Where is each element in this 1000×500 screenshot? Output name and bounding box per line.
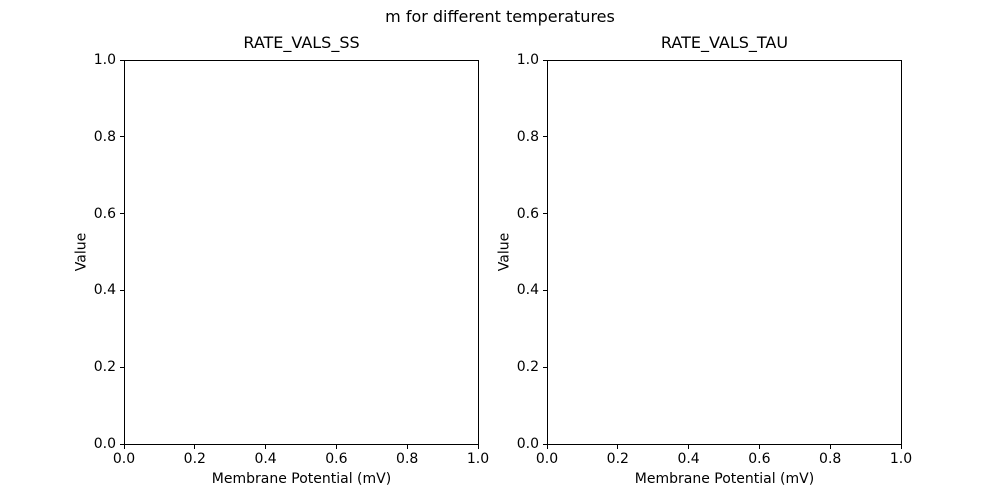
x-axis-label: Membrane Potential (mV) xyxy=(634,471,815,487)
x-tick-mark xyxy=(758,445,760,449)
plot-area xyxy=(124,60,479,445)
y-tick-label: 0.2 xyxy=(93,359,116,376)
y-tick-label: 1.0 xyxy=(516,52,539,68)
subplot-title: RATE_VALS_SS xyxy=(243,33,360,52)
y-tick-mark xyxy=(120,59,124,61)
x-tick-label: 0.8 xyxy=(396,451,419,467)
figure-suptitle: m for different temperatures xyxy=(385,7,615,26)
x-axis-label: Membrane Potential (mV) xyxy=(211,471,392,487)
y-tick-mark xyxy=(543,213,547,215)
x-tick-label: 0.6 xyxy=(748,451,771,467)
x-tick-mark xyxy=(546,445,548,449)
subplot-title: RATE_VALS_TAU xyxy=(660,33,789,52)
y-tick-mark xyxy=(543,136,547,138)
x-tick-mark xyxy=(194,445,196,449)
x-tick-mark xyxy=(265,445,267,449)
x-tick-mark xyxy=(123,445,125,449)
y-tick-label: 0.6 xyxy=(93,205,116,222)
y-tick-label: 0.2 xyxy=(516,359,539,376)
y-tick-mark xyxy=(120,289,124,291)
y-tick-mark xyxy=(543,443,547,445)
y-tick-mark xyxy=(120,366,124,368)
y-tick-label: 0.6 xyxy=(516,205,539,222)
y-tick-label: 0.8 xyxy=(516,128,539,145)
x-tick-mark xyxy=(900,445,902,449)
x-tick-mark xyxy=(477,445,479,449)
x-tick-label: 1.0 xyxy=(466,451,490,467)
y-tick-mark xyxy=(543,366,547,368)
y-tick-mark xyxy=(120,213,124,215)
x-tick-label: 0.0 xyxy=(535,451,559,467)
x-tick-label: 0.2 xyxy=(183,451,206,467)
y-tick-label: 0.4 xyxy=(93,282,116,299)
y-axis-label: Value xyxy=(73,232,90,272)
x-tick-mark xyxy=(335,445,337,449)
x-tick-mark xyxy=(617,445,619,449)
y-tick-mark xyxy=(120,136,124,138)
y-tick-label: 0.4 xyxy=(516,282,539,299)
x-tick-label: 0.6 xyxy=(325,451,348,467)
y-tick-label: 0.0 xyxy=(516,436,539,452)
x-tick-mark xyxy=(829,445,831,449)
x-tick-label: 0.4 xyxy=(254,451,277,467)
y-axis-label: Value xyxy=(496,232,513,272)
x-tick-label: 0.2 xyxy=(606,451,629,467)
x-tick-mark xyxy=(688,445,690,449)
y-tick-label: 0.0 xyxy=(93,436,116,452)
y-tick-mark xyxy=(543,289,547,291)
y-tick-label: 1.0 xyxy=(93,52,116,68)
plot-area xyxy=(547,60,902,445)
y-tick-label: 0.8 xyxy=(93,128,116,145)
x-tick-label: 0.0 xyxy=(112,451,136,467)
y-tick-mark xyxy=(543,59,547,61)
x-tick-label: 0.8 xyxy=(819,451,842,467)
x-tick-mark xyxy=(406,445,408,449)
x-tick-label: 0.4 xyxy=(677,451,700,467)
x-tick-label: 1.0 xyxy=(889,451,913,467)
y-tick-mark xyxy=(120,443,124,445)
